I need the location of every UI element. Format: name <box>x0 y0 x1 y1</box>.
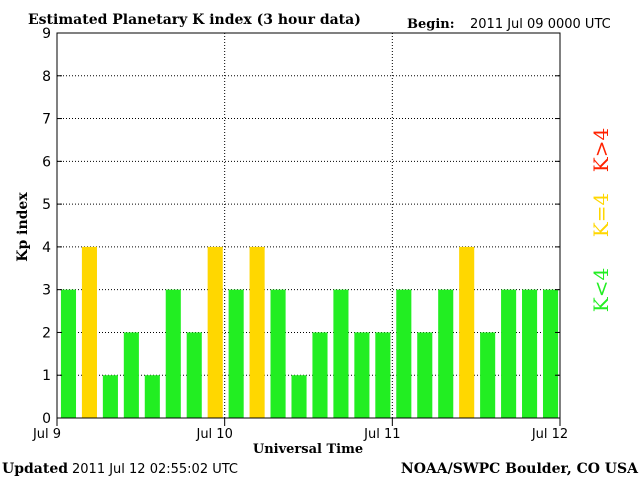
y-tick-label: 1 <box>42 368 51 384</box>
kp-bar <box>291 375 307 418</box>
y-axis-label: Kp index <box>15 192 31 262</box>
kp-bar <box>207 246 223 418</box>
kp-bar <box>60 289 77 418</box>
kp-bar <box>522 289 538 418</box>
grid-lines <box>57 33 560 418</box>
x-ticks: Jul 9 Jul 10 Jul 11 Jul 12 <box>32 418 568 442</box>
x-tick-label: Jul 9 <box>32 427 61 442</box>
kp-bar <box>417 332 433 418</box>
kp-bar <box>542 289 559 418</box>
kp-bar <box>123 332 139 418</box>
kp-bar <box>312 332 328 418</box>
kp-bar <box>165 289 181 418</box>
y-tick-label: 6 <box>42 154 51 170</box>
plot-frame <box>56 32 561 419</box>
y-tick-label: 9 <box>42 26 51 42</box>
chart-title: Estimated Planetary K index (3 hour data… <box>28 12 361 28</box>
y-ticks: 0 1 2 3 4 5 6 7 8 9 <box>42 26 560 427</box>
bars <box>60 246 559 418</box>
begin-value: 2011 Jul 09 0000 UTC <box>470 17 611 32</box>
legend-item: K<4 <box>589 268 613 312</box>
x-tick-label: Jul 12 <box>531 427 568 442</box>
kp-bar <box>501 289 517 418</box>
kp-bar <box>270 289 286 418</box>
updated-value: 2011 Jul 12 02:55:02 UTC <box>72 462 238 477</box>
y-tick-label: 5 <box>42 197 51 213</box>
kp-bar <box>375 332 391 418</box>
y-tick-label: 7 <box>42 112 51 128</box>
updated-label: Updated <box>2 461 68 477</box>
y-tick-label: 8 <box>42 69 51 85</box>
kp-bar <box>81 246 97 418</box>
y-tick-label: 4 <box>42 240 51 256</box>
begin-label: Begin: <box>407 17 455 32</box>
kp-bar <box>333 289 349 418</box>
kp-bar <box>354 332 370 418</box>
kp-bar <box>144 375 160 418</box>
kp-bar <box>396 289 412 418</box>
y-tick-label: 0 <box>42 411 51 427</box>
x-axis-label: Universal Time <box>253 442 363 457</box>
y-tick-label: 2 <box>42 325 51 341</box>
source-credit: NOAA/SWPC Boulder, CO USA <box>401 461 639 477</box>
kp-bar <box>102 375 118 418</box>
kp-bar <box>249 246 265 418</box>
kp-bar <box>186 332 202 418</box>
kp-bar <box>480 332 496 418</box>
kp-bar <box>228 289 244 418</box>
x-tick-label: Jul 10 <box>195 427 232 442</box>
x-tick-label: Jul 11 <box>363 427 400 442</box>
legend-item: K=4 <box>589 193 613 237</box>
kp-bar <box>438 289 454 418</box>
kp-bar <box>459 246 475 418</box>
y-tick-label: 3 <box>42 283 51 299</box>
legend: K<4 K=4 K>4 <box>589 128 613 312</box>
legend-item: K>4 <box>589 128 613 172</box>
